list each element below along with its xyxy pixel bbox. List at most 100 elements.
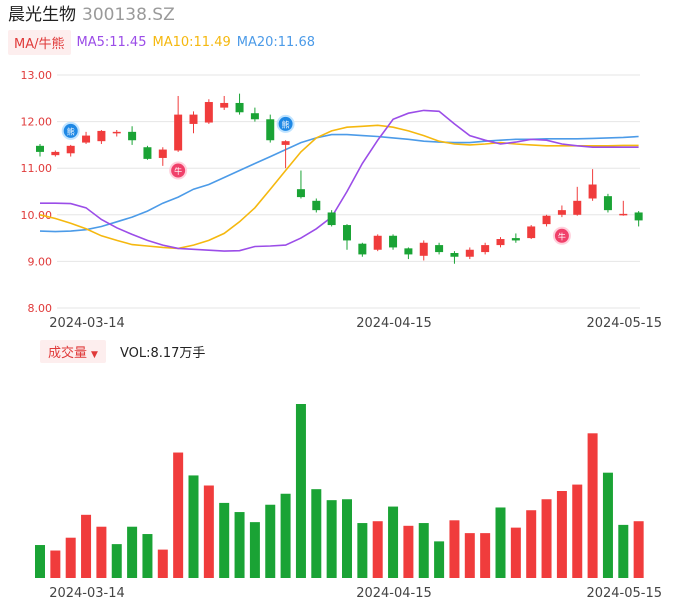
- volume-bar: [495, 507, 506, 578]
- volume-bar: [403, 525, 414, 578]
- ma10-legend: MA10:11.49: [152, 34, 231, 50]
- ma-indicator-selector[interactable]: MA/牛熊: [8, 29, 71, 55]
- volume-bar: [449, 520, 460, 578]
- candle-body: [312, 200, 321, 211]
- volume-bar: [96, 526, 107, 578]
- candle-body: [496, 239, 505, 246]
- candle-body: [573, 200, 582, 215]
- volume-bar: [556, 491, 567, 578]
- volume-tag-label: 成交量: [48, 345, 88, 361]
- volume-bar: [311, 489, 322, 578]
- candle-body: [158, 149, 167, 158]
- volume-bar: [157, 549, 168, 578]
- candle-body: [51, 151, 60, 156]
- volume-bar: [434, 541, 445, 578]
- candle-body: [174, 114, 183, 151]
- volume-bar: [388, 506, 399, 578]
- candle-body: [588, 184, 597, 199]
- candle-body: [358, 243, 367, 255]
- candle-body: [435, 245, 444, 253]
- volume-bar: [188, 475, 199, 578]
- price-tick-label: 12.00: [21, 116, 53, 129]
- ma20-legend: MA20:11.68: [236, 34, 315, 50]
- price-tick-label: 11.00: [21, 162, 53, 175]
- candle-body: [281, 141, 290, 145]
- candle-body: [189, 114, 198, 124]
- price-tick-label: 10.00: [21, 209, 53, 222]
- bull-signal-icon: [552, 226, 571, 245]
- candle-body: [343, 225, 351, 241]
- candle-body: [82, 135, 91, 143]
- candle-body: [511, 238, 520, 241]
- volume-bar: [464, 533, 475, 578]
- volume-bar: [81, 514, 92, 578]
- volume-bar: [342, 499, 352, 578]
- volume-bar: [265, 504, 276, 578]
- candle-body: [204, 102, 213, 123]
- ma5-line: [40, 109, 639, 252]
- candle-body: [296, 189, 305, 198]
- volume-indicator-selector[interactable]: 成交量 ▼: [40, 339, 106, 363]
- volume-bar: [572, 484, 583, 578]
- volume-value: VOL:8.17万手: [119, 345, 206, 361]
- date-tick-label: 2024-03-14: [49, 316, 125, 331]
- candle-body: [542, 215, 551, 225]
- price-tick-label: 9.00: [28, 255, 53, 268]
- volume-bar: [372, 521, 383, 578]
- volume-bar: [587, 433, 598, 578]
- candle-body: [373, 235, 382, 250]
- candle-body: [250, 113, 259, 120]
- volume-bar: [173, 452, 184, 578]
- stock-title: 晨光生物 300138.SZ: [8, 4, 175, 26]
- candle-body: [404, 248, 413, 255]
- volume-bar: [280, 493, 291, 578]
- volume-bar: [418, 523, 429, 578]
- signal-label: 熊: [67, 126, 75, 136]
- candle-body: [465, 249, 474, 257]
- volume-bar: [142, 534, 153, 578]
- volume-bar: [510, 527, 521, 578]
- candle-body: [112, 131, 121, 134]
- signal-label: 牛: [558, 231, 566, 241]
- bear-signal-icon: [61, 121, 80, 140]
- date-tick-label: 2024-05-15: [586, 316, 662, 331]
- volume-bar: [203, 485, 214, 578]
- candle-body: [220, 102, 229, 108]
- volume-bar: [249, 522, 260, 578]
- volume-bar: [234, 512, 245, 578]
- volume-bar: [295, 404, 306, 578]
- candle-body: [66, 145, 75, 154]
- candle-body: [36, 145, 44, 152]
- candle-body: [619, 213, 628, 216]
- candle-body: [450, 253, 459, 257]
- volume-date-tick-label: 2024-05-15: [586, 586, 662, 601]
- candle-body: [481, 245, 490, 253]
- volume-bar: [111, 544, 122, 578]
- stock-name: 晨光生物: [8, 5, 76, 25]
- volume-bar: [633, 521, 644, 578]
- ma5-legend: MA5:11.45: [76, 34, 147, 50]
- candle-body: [128, 131, 137, 141]
- caret-down-icon: ▼: [91, 349, 98, 360]
- volume-bar: [127, 526, 138, 578]
- volume-bar: [602, 472, 613, 578]
- candle-body: [557, 210, 566, 215]
- price-tick-label: 8.00: [28, 302, 53, 315]
- bull-signal-icon: [169, 161, 188, 180]
- volume-date-tick-label: 2024-03-14: [49, 586, 125, 601]
- candle-body: [603, 196, 612, 211]
- price-tick-label: 13.00: [21, 69, 53, 82]
- bear-signal-icon: [276, 114, 295, 133]
- candle-body: [266, 119, 275, 141]
- candle-body: [634, 212, 643, 221]
- volume-bar: [618, 524, 629, 578]
- candle-body: [327, 212, 336, 226]
- volume-bar: [65, 537, 76, 578]
- volume-bar: [526, 510, 537, 578]
- volume-bar: [480, 533, 491, 578]
- ma10-line: [39, 124, 639, 250]
- signal-label: 牛: [174, 166, 182, 176]
- candle-body: [97, 130, 106, 142]
- signal-label: 熊: [282, 119, 290, 129]
